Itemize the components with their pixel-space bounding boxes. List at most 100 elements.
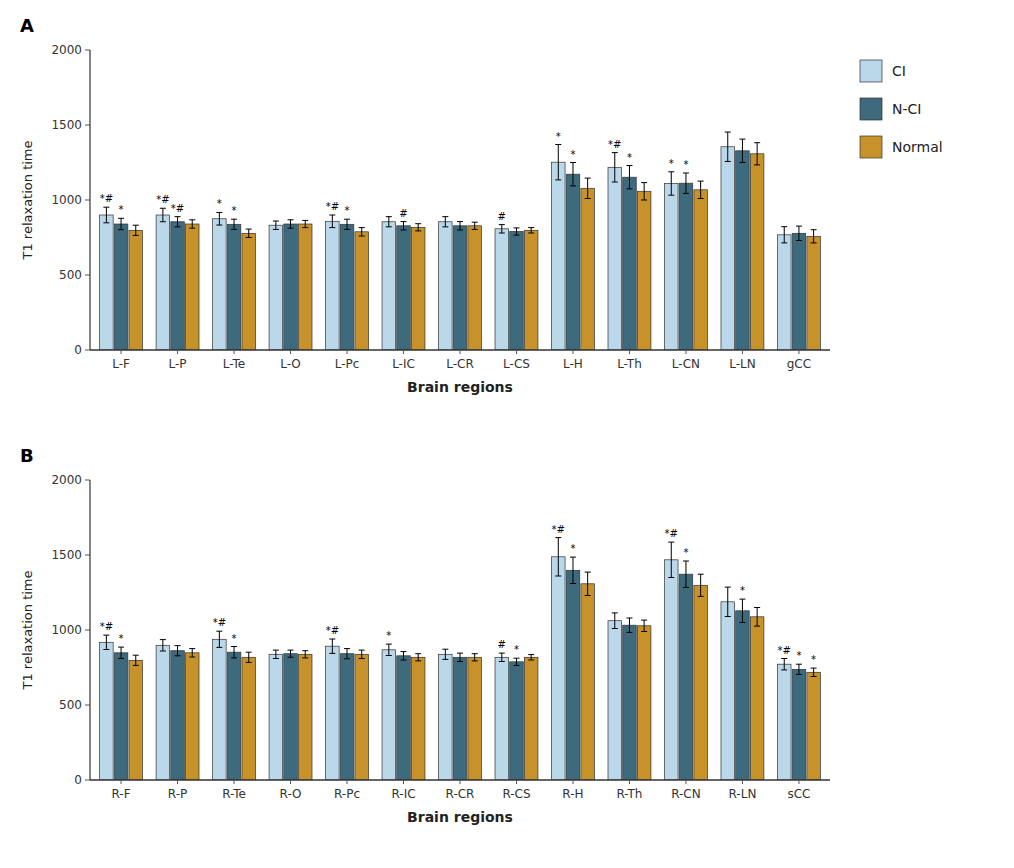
x-tick	[516, 350, 517, 354]
error-bar	[329, 215, 335, 228]
error-bar	[344, 219, 350, 229]
bar	[227, 224, 241, 350]
bar	[185, 224, 199, 350]
panel: B0500100015002000T1 relaxation time*#*#*…	[20, 445, 830, 825]
bar	[100, 642, 114, 780]
bar	[185, 653, 199, 780]
x-tick-label: gCC	[787, 357, 811, 371]
legend-swatch	[860, 98, 882, 120]
bar	[227, 652, 241, 780]
y-tick	[85, 200, 90, 201]
error-bar	[246, 229, 252, 237]
error-bar	[329, 639, 335, 653]
y-axis-line	[89, 50, 90, 350]
bar	[382, 222, 396, 350]
bar	[581, 188, 595, 350]
bar	[608, 621, 622, 780]
bar	[623, 625, 637, 780]
bar	[156, 215, 170, 350]
y-tick	[85, 630, 90, 631]
error-bar	[641, 183, 647, 200]
bar	[552, 557, 566, 780]
bar	[100, 215, 114, 350]
legend-label: CI	[892, 63, 906, 79]
error-bar	[442, 217, 448, 227]
error-bar	[626, 618, 632, 632]
x-tick	[742, 780, 743, 784]
error-bar	[302, 220, 308, 227]
y-tick-label: 2000	[51, 473, 82, 487]
error-bar	[570, 557, 576, 583]
x-tick-label: R-CN	[671, 787, 701, 801]
y-tick	[85, 50, 90, 51]
x-tick-label: L-P	[169, 357, 187, 371]
annotation: *	[570, 149, 575, 160]
error-bar	[668, 542, 674, 577]
error-bar	[442, 649, 448, 659]
error-bar	[118, 218, 124, 229]
bar	[242, 657, 256, 780]
x-tick-label: R-P	[168, 787, 187, 801]
error-bar	[231, 219, 237, 229]
bar	[637, 191, 651, 350]
x-tick-label: R-CS	[502, 787, 530, 801]
error-bar	[555, 538, 561, 576]
x-tick-label: L-Pc	[335, 357, 360, 371]
bar	[495, 657, 509, 780]
annotation: *#	[608, 139, 621, 150]
x-tick-label: L-LN	[729, 357, 755, 371]
annotation: *#	[778, 645, 791, 656]
error-bar	[133, 225, 139, 235]
error-bar	[472, 222, 478, 229]
x-tick	[177, 780, 178, 784]
figure: A0500100015002000T1 relaxation time*#*#*…	[0, 0, 1014, 868]
bar	[510, 662, 524, 780]
annotation: *	[217, 198, 222, 209]
error-bar	[499, 225, 505, 233]
panel-label: A	[20, 15, 34, 36]
error-bar	[401, 222, 407, 230]
bar	[269, 225, 283, 350]
bar	[777, 664, 791, 780]
bar	[566, 174, 580, 350]
error-bar	[103, 207, 109, 223]
annotation: *#	[552, 524, 565, 535]
error-bar	[160, 208, 166, 222]
bar	[439, 654, 453, 780]
x-tick	[742, 350, 743, 354]
y-axis-label: T1 relaxation time	[20, 140, 35, 260]
x-tick	[290, 350, 291, 354]
bar	[524, 657, 538, 780]
bar	[679, 574, 693, 780]
y-tick-label: 1500	[51, 548, 82, 562]
bar	[355, 654, 369, 780]
annotation: *	[232, 633, 237, 644]
error-bar	[612, 153, 618, 182]
error-bar	[189, 220, 195, 228]
annotation: *#	[100, 193, 113, 204]
x-tick-label: L-IC	[392, 357, 415, 371]
error-bar	[739, 139, 745, 162]
bar	[807, 672, 821, 780]
error-bar	[246, 652, 252, 662]
annotation: *#	[171, 203, 184, 214]
x-tick-label: R-CR	[446, 787, 475, 801]
annotation: *	[119, 204, 124, 215]
error-bar	[499, 653, 505, 661]
x-tick-label: L-F	[112, 357, 130, 371]
error-bar	[160, 640, 166, 651]
error-bar	[725, 132, 731, 161]
error-bar	[175, 217, 181, 227]
bar	[298, 654, 312, 780]
bar	[439, 222, 453, 350]
error-bar	[811, 668, 817, 676]
error-bar	[302, 651, 308, 658]
x-tick-label: R-Te	[222, 787, 246, 801]
bar	[397, 656, 411, 780]
x-axis-label: Brain regions	[407, 379, 513, 395]
y-tick-label: 0	[74, 773, 82, 787]
bar	[411, 227, 425, 350]
x-tick-label: R-O	[280, 787, 302, 801]
annotation: #	[399, 208, 407, 219]
bar	[269, 654, 283, 780]
